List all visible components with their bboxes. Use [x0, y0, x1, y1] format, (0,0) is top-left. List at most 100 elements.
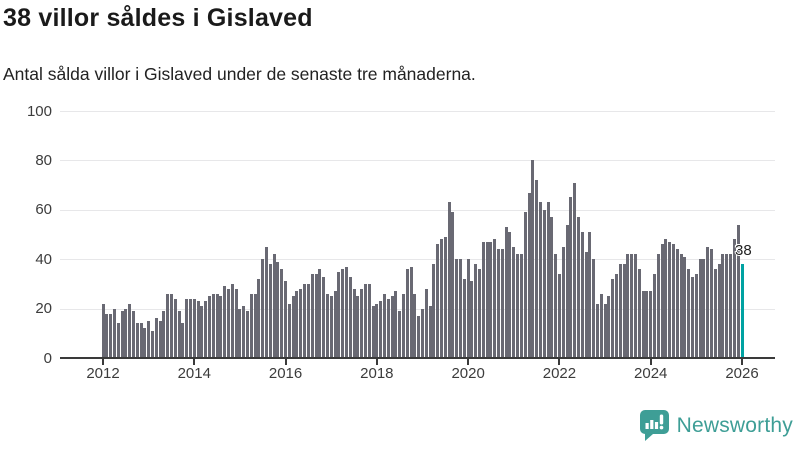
- bar: [436, 244, 440, 358]
- bar: [128, 303, 132, 358]
- bar: [694, 274, 698, 358]
- bar: [462, 278, 466, 358]
- bar: [139, 323, 143, 358]
- page-title: 38 villor såldes i Gislaved: [3, 4, 313, 32]
- bar: [261, 259, 265, 358]
- bar: [352, 288, 356, 358]
- bar: [333, 291, 337, 358]
- bar: [337, 271, 341, 358]
- bar: [474, 264, 478, 358]
- bar: [382, 293, 386, 358]
- bar: [713, 269, 717, 358]
- bar: [664, 239, 668, 358]
- bar: [367, 283, 371, 358]
- bar: [421, 308, 424, 358]
- bar: [169, 293, 173, 358]
- bar: [417, 316, 421, 358]
- bar: [284, 281, 288, 358]
- bar: [306, 283, 310, 358]
- chart-subtitle: Antal sålda villor i Gislaved under de s…: [3, 64, 476, 84]
- bar: [188, 298, 192, 358]
- bar: [276, 261, 280, 358]
- x-tick-label: 2014: [177, 365, 211, 382]
- bar: [725, 254, 729, 358]
- bar-latest-highlight: [740, 264, 744, 358]
- bar: [736, 224, 740, 358]
- bar: [580, 232, 584, 358]
- bar: [451, 212, 455, 358]
- bar: [341, 269, 345, 358]
- bar: [656, 254, 660, 358]
- bar: [318, 269, 322, 358]
- bar: [208, 296, 211, 358]
- bar: [653, 274, 657, 358]
- bar: [485, 241, 489, 358]
- bar: [204, 301, 208, 358]
- y-tick-label: 20: [35, 300, 52, 318]
- bar: [732, 239, 736, 358]
- x-tick-label: 2024: [634, 365, 668, 382]
- bar: [379, 301, 383, 358]
- bar: [489, 241, 493, 358]
- bar: [158, 320, 162, 358]
- y-tick-label: 100: [26, 102, 52, 120]
- bar: [706, 246, 710, 358]
- bar: [356, 296, 360, 358]
- bar: [325, 293, 329, 358]
- bar: [455, 259, 459, 358]
- y-tick-label: 80: [35, 151, 52, 169]
- bar: [611, 278, 615, 358]
- bar: [257, 278, 261, 358]
- bar: [626, 254, 630, 358]
- x-axis-baseline: [60, 357, 775, 359]
- x-tick-mark: [467, 359, 470, 365]
- bar: [550, 217, 554, 358]
- gridline: [60, 308, 775, 310]
- bar: [344, 266, 348, 358]
- bar: [177, 311, 181, 358]
- bar: [440, 239, 444, 358]
- x-tick-mark: [558, 359, 561, 365]
- bar: [554, 254, 558, 358]
- x-tick-mark: [193, 359, 196, 365]
- bar: [641, 291, 645, 358]
- bar: [508, 232, 512, 358]
- bar: [561, 246, 565, 358]
- bar: [295, 291, 299, 358]
- bar: [375, 303, 379, 358]
- bar: [721, 254, 725, 358]
- x-tick-label: 2012: [86, 365, 120, 382]
- bar: [573, 182, 577, 358]
- x-tick-mark: [102, 359, 104, 365]
- bar: [173, 298, 177, 358]
- bar: [637, 269, 641, 358]
- x-tick-mark: [284, 359, 287, 365]
- bar: [166, 293, 170, 358]
- bar: [131, 311, 135, 358]
- gridline: [60, 111, 775, 112]
- bar: [702, 259, 706, 358]
- bar: [569, 197, 573, 358]
- bar: [120, 311, 124, 358]
- bar: [112, 308, 116, 358]
- bar: [672, 244, 676, 358]
- bar: [614, 274, 618, 358]
- bar: [268, 264, 272, 358]
- bar: [428, 306, 432, 358]
- bar: [371, 306, 375, 358]
- bar: [512, 246, 516, 358]
- y-tick-label: 0: [43, 349, 52, 367]
- bar: [287, 303, 291, 358]
- last-value-callout: 38: [735, 242, 752, 260]
- bar: [211, 293, 215, 358]
- bar: [466, 259, 470, 358]
- bar: [519, 254, 523, 358]
- bar: [649, 291, 653, 358]
- bar: [401, 293, 405, 358]
- bar: [143, 328, 147, 358]
- bar: [360, 288, 364, 358]
- bar: [405, 269, 409, 358]
- bar: [717, 264, 721, 358]
- bar: [424, 288, 428, 358]
- bar: [124, 308, 128, 358]
